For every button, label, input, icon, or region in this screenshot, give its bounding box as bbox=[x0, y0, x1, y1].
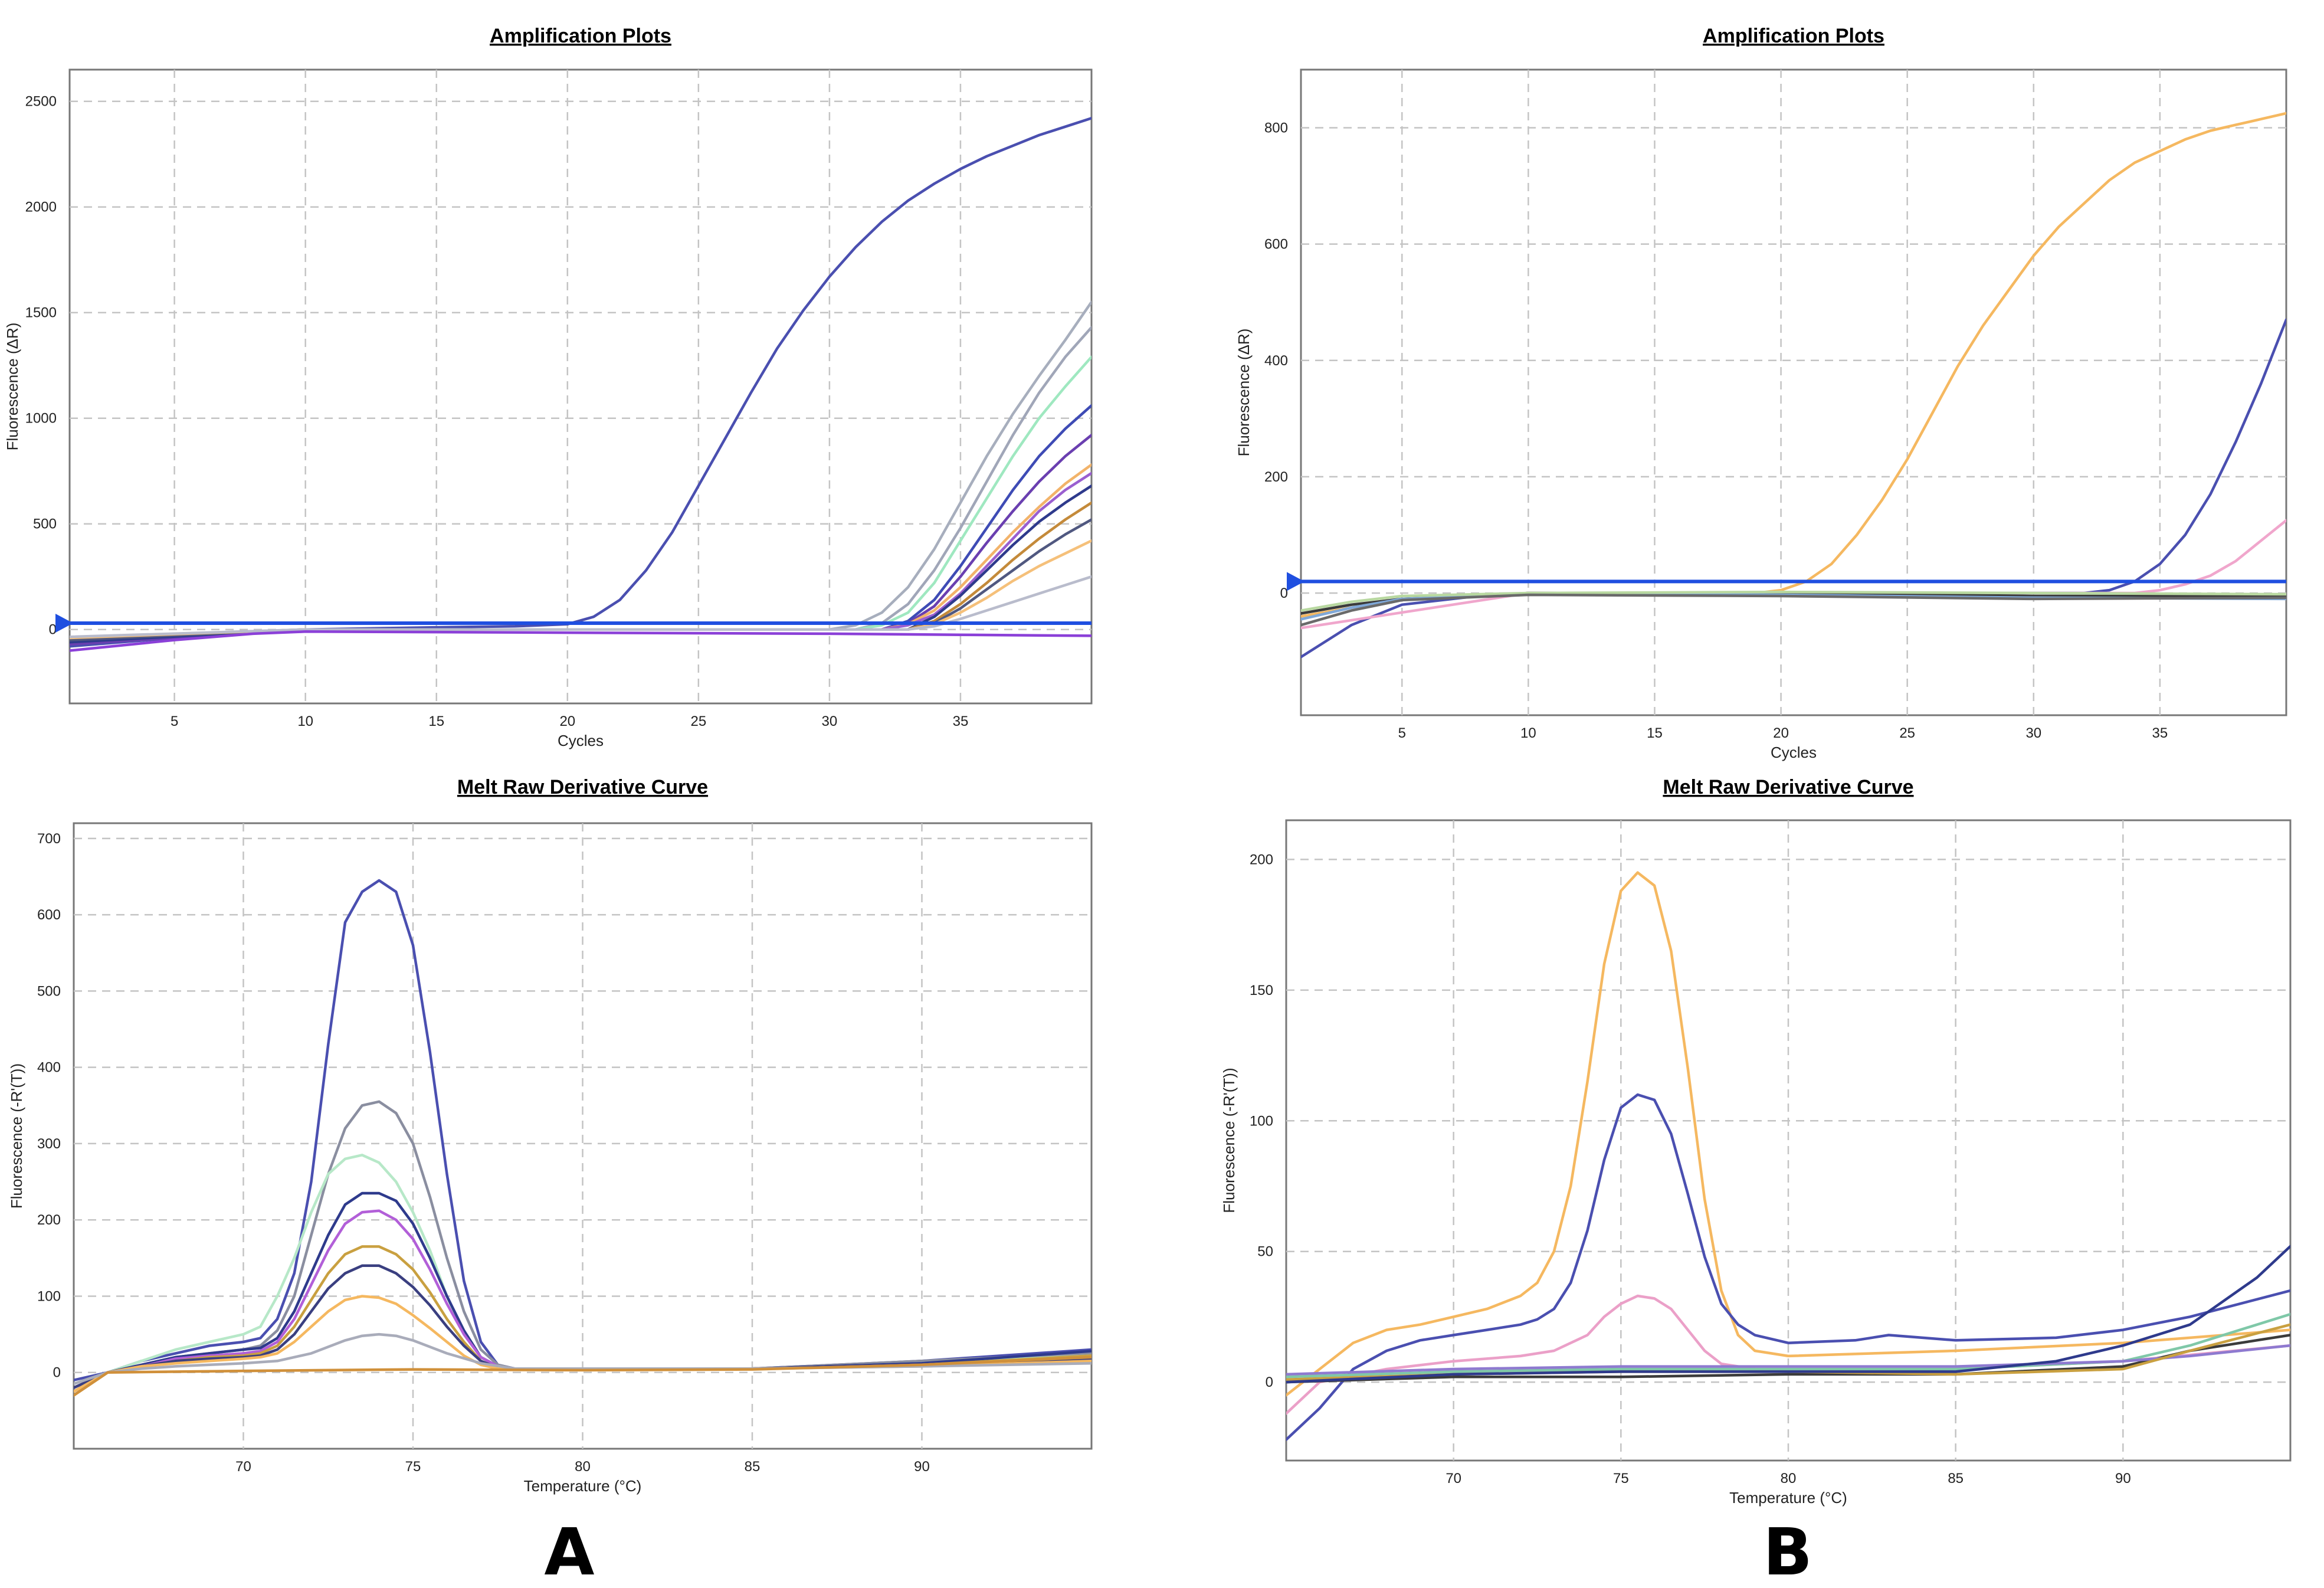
x-tick-label: 30 bbox=[2025, 725, 2041, 741]
y-tick-label: 800 bbox=[1264, 120, 1288, 136]
y-tick-label: 600 bbox=[1264, 237, 1288, 253]
x-tick-label: 90 bbox=[914, 1459, 930, 1475]
y-tick-label: 400 bbox=[37, 1060, 61, 1076]
y-tick-label: 0 bbox=[53, 1365, 61, 1381]
chart-a-melt: Melt Raw Derivative Curve 70 75 80 85 90 0 100 2… bbox=[8, 776, 1093, 1495]
x-axis-label: Temperature (°C) bbox=[524, 1477, 642, 1495]
plot-area bbox=[1300, 68, 2287, 716]
x-tick-label: 25 bbox=[1899, 725, 1915, 741]
chart-title: Melt Raw Derivative Curve bbox=[457, 776, 708, 798]
y-axis-label: Fluorescence (-R'(T)) bbox=[1220, 1068, 1238, 1213]
panel-label-a: A bbox=[544, 1514, 594, 1588]
x-axis-label: Cycles bbox=[558, 732, 604, 749]
threshold-handle-icon[interactable] bbox=[1287, 572, 1304, 591]
series-line-peak-orange bbox=[1286, 871, 2290, 1397]
x-tick-label: 35 bbox=[953, 713, 969, 729]
y-axis-label: Fluorescence (ΔR) bbox=[4, 323, 21, 451]
x-tick-label: 30 bbox=[822, 713, 838, 729]
series-line-negative bbox=[74, 1355, 1091, 1397]
y-tick-label: 150 bbox=[1250, 983, 1273, 998]
x-tick-label: 85 bbox=[745, 1459, 761, 1475]
y-tick-label: 400 bbox=[1264, 353, 1288, 369]
y-tick-label: 2000 bbox=[25, 199, 57, 215]
x-tick-label: 20 bbox=[1773, 725, 1789, 741]
x-tick-label: 10 bbox=[297, 713, 313, 729]
chart-title: Amplification Plots bbox=[490, 25, 671, 47]
series-line-baseline-4 bbox=[1301, 593, 2286, 627]
y-tick-label: 200 bbox=[37, 1212, 61, 1228]
x-tick-label: 5 bbox=[1398, 725, 1406, 741]
series-line-positive-1 bbox=[70, 117, 1091, 648]
y-tick-label: 0 bbox=[49, 622, 57, 638]
threshold-handle-icon[interactable] bbox=[55, 613, 73, 633]
chart-title: Amplification Plots bbox=[1703, 25, 1884, 47]
series-line-negative bbox=[70, 630, 1091, 652]
x-tick-label: 80 bbox=[1781, 1471, 1797, 1487]
y-tick-label: 600 bbox=[37, 907, 61, 923]
y-tick-label: 100 bbox=[1250, 1113, 1273, 1129]
series-line-peak-9 bbox=[74, 1332, 1091, 1386]
series-line-baseline-3 bbox=[1301, 590, 2286, 612]
y-tick-label: 200 bbox=[1264, 469, 1288, 485]
series-line-baseline-3 bbox=[1286, 1344, 2290, 1376]
y-tick-label: 0 bbox=[1266, 1374, 1273, 1390]
series-line-baseline-5 bbox=[1286, 1245, 2290, 1384]
y-tick-label: 100 bbox=[37, 1288, 61, 1304]
x-tick-label: 80 bbox=[575, 1459, 591, 1475]
y-tick-label: 1500 bbox=[25, 305, 57, 321]
x-axis-label: Cycles bbox=[1771, 744, 1817, 761]
series-line-peak-blue bbox=[1286, 1093, 2290, 1441]
chart-b-amplification: Amplification Plots 5 10 15 20 25 30 35 0 200 400 6… bbox=[1235, 25, 2287, 761]
y-tick-label: 700 bbox=[37, 831, 61, 847]
y-tick-label: 500 bbox=[33, 516, 57, 532]
chart-b-melt: Melt Raw Derivative Curve 70 75 80 85 90 0 50 10… bbox=[1220, 776, 2292, 1507]
x-tick-label: 90 bbox=[2115, 1471, 2131, 1487]
x-tick-label: 85 bbox=[1948, 1471, 1964, 1487]
x-tick-label: 70 bbox=[235, 1459, 251, 1475]
y-tick-label: 200 bbox=[1250, 852, 1273, 867]
x-tick-label: 25 bbox=[690, 713, 706, 729]
y-axis-label: Fluorescence (ΔR) bbox=[1235, 329, 1253, 457]
y-tick-label: 1000 bbox=[25, 411, 57, 427]
x-tick-label: 15 bbox=[428, 713, 444, 729]
y-axis-label: Fluorescence (-R'(T)) bbox=[8, 1063, 25, 1209]
x-axis-label: Temperature (°C) bbox=[1729, 1489, 1847, 1507]
y-tick-label: 0 bbox=[1280, 585, 1288, 601]
series-line-baseline-2 bbox=[1286, 1312, 2290, 1379]
x-tick-label: 20 bbox=[559, 713, 575, 729]
x-tick-label: 10 bbox=[1520, 725, 1536, 741]
y-tick-label: 500 bbox=[37, 983, 61, 999]
x-tick-label: 70 bbox=[1445, 1471, 1461, 1487]
y-tick-label: 2500 bbox=[25, 94, 57, 110]
chart-title: Melt Raw Derivative Curve bbox=[1663, 776, 1913, 798]
x-tick-label: 75 bbox=[1613, 1471, 1629, 1487]
panel-label-b: B bbox=[1763, 1514, 1812, 1588]
series-line-sample-13 bbox=[70, 575, 1091, 639]
x-tick-label: 5 bbox=[171, 713, 178, 729]
chart-a-amplification: Amplification Plots 5 10 15 20 25 30 35 0 500 1000… bbox=[4, 25, 1093, 749]
x-tick-label: 15 bbox=[1647, 725, 1663, 741]
y-tick-label: 300 bbox=[37, 1136, 61, 1152]
y-tick-label: 50 bbox=[1257, 1244, 1273, 1260]
series-line-positive-blue bbox=[1301, 318, 2286, 659]
x-tick-label: 75 bbox=[405, 1459, 421, 1475]
x-tick-label: 35 bbox=[2152, 725, 2168, 741]
